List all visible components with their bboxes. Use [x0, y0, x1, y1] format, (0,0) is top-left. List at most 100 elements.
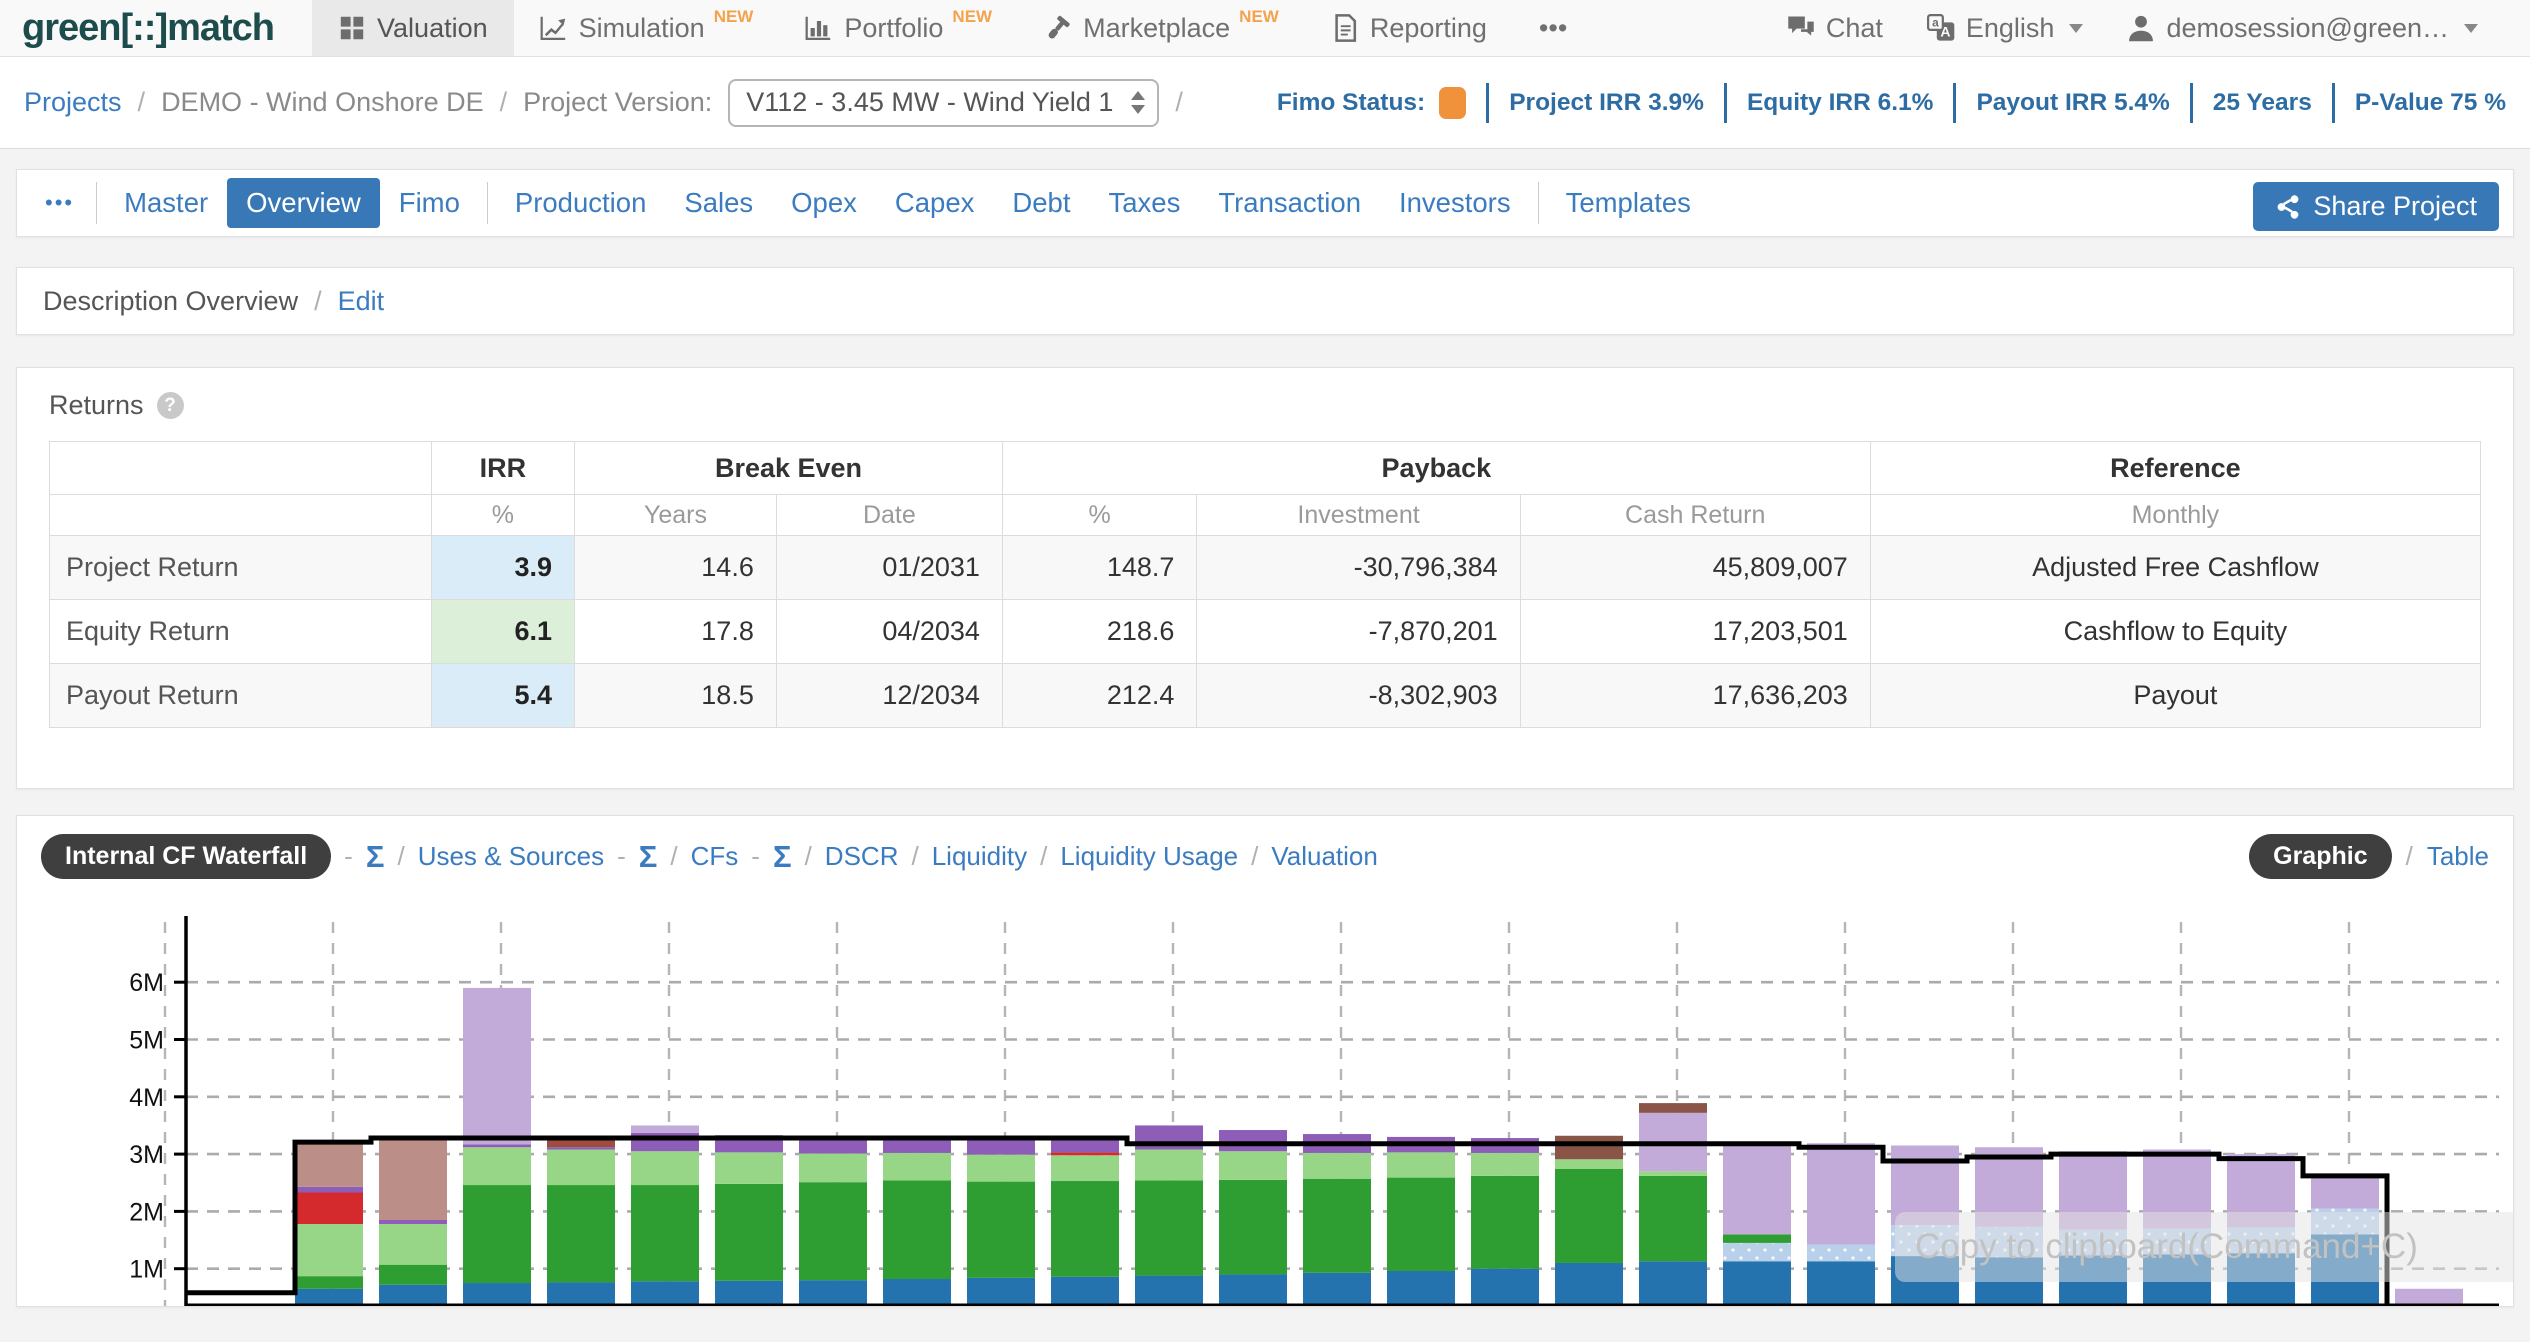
fimo-status-indicator[interactable] [1439, 87, 1466, 119]
bar-segment-blue [547, 1282, 615, 1307]
tab-templates[interactable]: Templates [1547, 178, 1710, 228]
stacked-bar[interactable] [1723, 1141, 1791, 1307]
stacked-bar[interactable] [547, 1140, 615, 1307]
tab-taxes[interactable]: Taxes [1090, 178, 1200, 228]
select-stepper-icon [1131, 91, 1145, 114]
stacked-bar[interactable] [1555, 1136, 1623, 1307]
bar-segment-lavender [1807, 1143, 1875, 1244]
tab-fimo[interactable]: Fimo [380, 178, 479, 228]
tab-opex[interactable]: Opex [772, 178, 876, 228]
column-group-header [50, 442, 432, 495]
stacked-bar[interactable] [1807, 1143, 1875, 1307]
cell-pct: 148.7 [1002, 536, 1196, 600]
tab-overview[interactable]: Overview [227, 178, 380, 228]
sigma-sum-link[interactable]: Σ [773, 839, 792, 875]
nav-right: Chat AaEnglish demosession@green… [1765, 0, 2530, 56]
sigma-sum-link[interactable]: Σ [366, 839, 385, 875]
stacked-bar[interactable] [1471, 1138, 1539, 1307]
stat-divider [2332, 83, 2335, 123]
breadcrumb-projects-link[interactable]: Projects [24, 87, 122, 118]
help-icon[interactable]: ? [157, 392, 184, 419]
bar-segment-dkgreen [799, 1182, 867, 1280]
stacked-bar[interactable] [967, 1137, 1035, 1307]
bar-segment-blue [1723, 1261, 1791, 1307]
tab-debt[interactable]: Debt [993, 178, 1089, 228]
bar-segment-dkgreen [1471, 1176, 1539, 1269]
bar-segment-dkgreen [547, 1185, 615, 1282]
bar-segment-dkgreen [295, 1276, 363, 1289]
nav-item-reporting[interactable]: Reporting [1305, 0, 1513, 56]
chart-tab-link[interactable]: Liquidity Usage [1060, 841, 1238, 872]
bar-segment-ltgreen [1303, 1153, 1371, 1179]
y-axis-tick-label: 2M [129, 1198, 164, 1226]
chart-tab-link[interactable]: Valuation [1271, 841, 1378, 872]
stacked-bar[interactable] [715, 1135, 783, 1307]
stacked-bar[interactable] [799, 1139, 867, 1307]
cell-date: 01/2031 [776, 536, 1002, 600]
nav-item-marketplace[interactable]: MarketplaceNEW [1018, 0, 1305, 56]
stacked-bar[interactable] [1135, 1125, 1203, 1307]
bar-segment-ltgreen [463, 1147, 531, 1185]
view-toggle-table[interactable]: Table [2427, 841, 2489, 872]
stacked-bar[interactable] [463, 988, 531, 1307]
nav-item-simulation[interactable]: SimulationNEW [514, 0, 780, 56]
stacked-bar[interactable] [631, 1125, 699, 1307]
chat-icon [1787, 14, 1815, 42]
bar-segment-ltgreen [1051, 1155, 1119, 1181]
stacked-bar[interactable] [1387, 1137, 1455, 1307]
table-row: Payout Return5.418.512/2034212.4-8,302,9… [50, 664, 2481, 728]
tab-sales[interactable]: Sales [665, 178, 772, 228]
chart-tab-link[interactable]: Liquidity [932, 841, 1027, 872]
bar-segment-blue [1639, 1261, 1707, 1307]
cell-reference: Cashflow to Equity [1870, 600, 2480, 664]
chart-tab-active[interactable]: Internal CF Waterfall [41, 834, 331, 879]
chart-tab-link[interactable]: CFs [691, 841, 739, 872]
chart-view-toggle: Graphic / Table [2249, 834, 2489, 879]
stacked-bar[interactable] [379, 1139, 447, 1307]
stat-value: Project IRR 3.9% [1509, 89, 1704, 117]
tab-master[interactable]: Master [105, 178, 227, 228]
nav-right-item-chat[interactable]: Chat [1765, 13, 1905, 44]
tab-divider [1538, 182, 1539, 224]
column-group-header: Reference [1870, 442, 2480, 495]
tab-production[interactable]: Production [496, 178, 665, 228]
project-version-label: Project Version: [523, 87, 712, 118]
nav-item-[interactable]: ••• [1513, 0, 1593, 56]
cell-cash-return: 17,203,501 [1520, 600, 1870, 664]
stacked-bar[interactable] [1219, 1130, 1287, 1307]
new-badge: NEW [952, 7, 992, 27]
bar-segment-ltgreen [295, 1224, 363, 1276]
stacked-bar[interactable] [295, 1141, 363, 1307]
nav-item-portfolio[interactable]: PortfolioNEW [779, 0, 1018, 56]
description-edit-link[interactable]: Edit [338, 286, 385, 317]
nav-right-item-label: demosession@green… [2166, 13, 2449, 44]
tabs-overflow-button[interactable]: ••• [31, 190, 88, 216]
sigma-sum-link[interactable]: Σ [639, 839, 658, 875]
stat-divider [2190, 83, 2193, 123]
chart-tab-link[interactable]: DSCR [825, 841, 899, 872]
stacked-bar[interactable] [1051, 1137, 1119, 1307]
tab-investors[interactable]: Investors [1380, 178, 1530, 228]
nav-right-item-english[interactable]: AaEnglish [1905, 13, 2106, 44]
nav-item-valuation[interactable]: Valuation [312, 0, 514, 56]
stacked-bar[interactable] [1303, 1134, 1371, 1307]
chart-tab-link[interactable]: Uses & Sources [418, 841, 604, 872]
nav-right-item-label: Chat [1826, 13, 1883, 44]
project-version-select[interactable]: V112 - 3.45 MW - Wind Yield 1 [728, 79, 1159, 127]
share-project-button[interactable]: Share Project [2253, 182, 2499, 231]
cell-date: 12/2034 [776, 664, 1002, 728]
new-badge: NEW [714, 7, 754, 27]
stacked-bar[interactable] [1639, 1103, 1707, 1307]
project-version-value: V112 - 3.45 MW - Wind Yield 1 [746, 87, 1113, 118]
tab-transaction[interactable]: Transaction [1199, 178, 1380, 228]
nav-right-item-demosession@green[interactable]: demosession@green… [2105, 13, 2500, 44]
view-toggle-graphic[interactable]: Graphic [2249, 834, 2391, 879]
bar-segment-ltgreen [1135, 1150, 1203, 1181]
stacked-bar[interactable] [883, 1138, 951, 1307]
app-logo[interactable]: green[::]match [22, 0, 274, 56]
bar-segment-ltgreen [799, 1154, 867, 1183]
chart-nav-separator: / [1040, 841, 1047, 872]
nav-right-item-label: English [1966, 13, 2055, 44]
tab-capex[interactable]: Capex [876, 178, 994, 228]
bar-segment-blue [967, 1278, 1035, 1307]
